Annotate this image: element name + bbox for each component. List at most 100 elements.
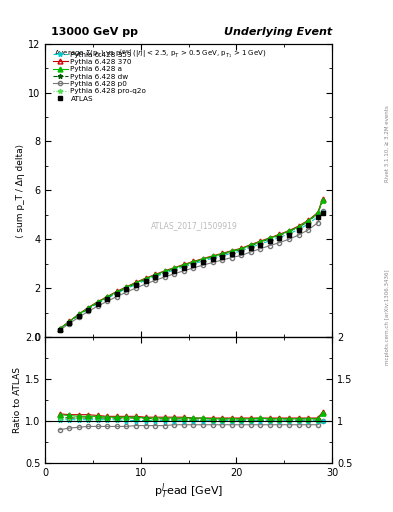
ATLAS bbox=[143, 278, 148, 284]
ATLAS bbox=[239, 249, 244, 255]
Pythia 6.428 359 bbox=[124, 286, 129, 292]
Pythia 6.428 359 bbox=[182, 264, 186, 270]
Pythia 6.428 370 bbox=[268, 234, 272, 241]
ATLAS bbox=[315, 215, 320, 221]
ATLAS bbox=[57, 327, 62, 333]
Pythia 6.428 370 bbox=[287, 227, 292, 233]
Pythia 6.428 p0 bbox=[315, 220, 320, 226]
Pythia 6.428 p0 bbox=[162, 274, 167, 280]
Pythia 6.428 a bbox=[162, 268, 167, 274]
ATLAS bbox=[320, 209, 325, 216]
Pythia 6.428 p0 bbox=[115, 293, 119, 300]
Pythia 6.428 359 bbox=[287, 231, 292, 237]
Pythia 6.428 pro-q2o bbox=[172, 266, 176, 272]
Pythia 6.428 a bbox=[182, 262, 186, 268]
Line: Pythia 6.428 dw: Pythia 6.428 dw bbox=[57, 199, 325, 331]
Pythia 6.428 p0 bbox=[200, 262, 205, 268]
ATLAS bbox=[268, 238, 272, 244]
Pythia 6.428 pro-q2o bbox=[67, 319, 72, 325]
Pythia 6.428 370 bbox=[258, 238, 263, 244]
Pythia 6.428 a bbox=[67, 318, 72, 325]
ATLAS bbox=[296, 227, 301, 233]
Pythia 6.428 p0 bbox=[296, 232, 301, 238]
Pythia 6.428 dw bbox=[315, 210, 320, 217]
Pythia 6.428 dw bbox=[248, 243, 253, 249]
Pythia 6.428 pro-q2o bbox=[200, 257, 205, 263]
Pythia 6.428 p0 bbox=[76, 314, 81, 321]
ATLAS bbox=[153, 274, 158, 281]
ATLAS bbox=[86, 307, 90, 313]
Pythia 6.428 370 bbox=[277, 231, 282, 238]
Pythia 6.428 a bbox=[296, 224, 301, 230]
Pythia 6.428 p0 bbox=[210, 260, 215, 266]
Pythia 6.428 a bbox=[258, 239, 263, 245]
Pythia 6.428 p0 bbox=[95, 303, 100, 309]
Pythia 6.428 pro-q2o bbox=[143, 276, 148, 282]
Pythia 6.428 359 bbox=[172, 267, 176, 273]
Line: ATLAS: ATLAS bbox=[57, 210, 325, 332]
Pythia 6.428 pro-q2o bbox=[315, 210, 320, 217]
Pythia 6.428 dw bbox=[220, 251, 224, 258]
Pythia 6.428 370 bbox=[153, 271, 158, 278]
Pythia 6.428 dw bbox=[153, 272, 158, 279]
Pythia 6.428 p0 bbox=[268, 243, 272, 249]
Pythia 6.428 dw bbox=[210, 254, 215, 260]
Pythia 6.428 370 bbox=[115, 288, 119, 294]
Pythia 6.428 370 bbox=[105, 293, 110, 300]
Pythia 6.428 a bbox=[76, 311, 81, 317]
ATLAS bbox=[95, 301, 100, 307]
Pythia 6.428 pro-q2o bbox=[124, 285, 129, 291]
Pythia 6.428 p0 bbox=[153, 278, 158, 284]
Pythia 6.428 pro-q2o bbox=[182, 262, 186, 268]
Pythia 6.428 p0 bbox=[172, 271, 176, 277]
ATLAS bbox=[67, 319, 72, 326]
Pythia 6.428 370 bbox=[95, 298, 100, 305]
Pythia 6.428 370 bbox=[296, 223, 301, 229]
Pythia 6.428 359 bbox=[191, 261, 196, 267]
Pythia 6.428 pro-q2o bbox=[162, 269, 167, 275]
Pythia 6.428 370 bbox=[239, 245, 244, 251]
Pythia 6.428 p0 bbox=[306, 227, 310, 233]
Pythia 6.428 370 bbox=[67, 318, 72, 325]
Pythia 6.428 pro-q2o bbox=[287, 228, 292, 234]
Pythia 6.428 dw bbox=[287, 228, 292, 234]
Pythia 6.428 dw bbox=[258, 239, 263, 245]
Text: Underlying Event: Underlying Event bbox=[224, 27, 332, 37]
Pythia 6.428 p0 bbox=[239, 252, 244, 259]
Pythia 6.428 359 bbox=[210, 255, 215, 261]
Pythia 6.428 a bbox=[200, 256, 205, 262]
ATLAS bbox=[220, 253, 224, 260]
ATLAS bbox=[277, 235, 282, 241]
ATLAS bbox=[229, 251, 234, 257]
Pythia 6.428 dw bbox=[105, 294, 110, 301]
Pythia 6.428 p0 bbox=[248, 249, 253, 255]
Pythia 6.428 dw bbox=[76, 312, 81, 318]
Text: mcplots.cern.ch [arXiv:1306.3436]: mcplots.cern.ch [arXiv:1306.3436] bbox=[385, 270, 389, 365]
ATLAS bbox=[182, 265, 186, 271]
Line: Pythia 6.428 p0: Pythia 6.428 p0 bbox=[57, 209, 325, 332]
ATLAS bbox=[258, 242, 263, 248]
Pythia 6.428 pro-q2o bbox=[76, 312, 81, 318]
Y-axis label: ⟨ sum p_T / Δη delta⟩: ⟨ sum p_T / Δη delta⟩ bbox=[16, 143, 25, 238]
Pythia 6.428 p0 bbox=[67, 321, 72, 327]
Pythia 6.428 359 bbox=[67, 319, 72, 325]
Line: Pythia 6.428 a: Pythia 6.428 a bbox=[57, 198, 325, 331]
Pythia 6.428 a bbox=[315, 210, 320, 216]
Pythia 6.428 370 bbox=[200, 255, 205, 262]
ATLAS bbox=[124, 286, 129, 292]
Pythia 6.428 359 bbox=[153, 273, 158, 280]
Pythia 6.428 dw bbox=[143, 276, 148, 282]
Pythia 6.428 p0 bbox=[105, 298, 110, 304]
Pythia 6.428 a bbox=[239, 246, 244, 252]
Pythia 6.428 pro-q2o bbox=[220, 251, 224, 258]
Pythia 6.428 359 bbox=[248, 244, 253, 250]
Pythia 6.428 p0 bbox=[287, 236, 292, 242]
Pythia 6.428 370 bbox=[57, 326, 62, 332]
Pythia 6.428 dw bbox=[239, 246, 244, 252]
ATLAS bbox=[200, 259, 205, 265]
Pythia 6.428 p0 bbox=[320, 208, 325, 215]
Pythia 6.428 p0 bbox=[57, 327, 62, 333]
ATLAS bbox=[306, 222, 310, 228]
Pythia 6.428 370 bbox=[210, 253, 215, 259]
Pythia 6.428 359 bbox=[320, 209, 325, 215]
